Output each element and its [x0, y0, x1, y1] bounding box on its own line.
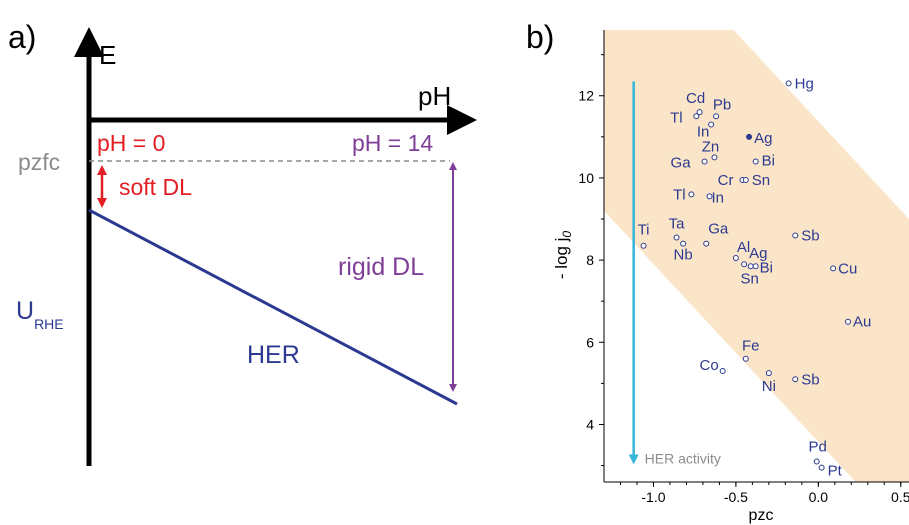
ph14-label: pH = 14 — [352, 130, 433, 156]
point-label-ag: Ag — [754, 130, 772, 147]
data-point-au — [845, 318, 851, 325]
her-label: HER — [247, 341, 300, 369]
point-label-zn: Zn — [702, 138, 720, 155]
y-tick-label: 10 — [578, 170, 594, 186]
y-tick-label: 6 — [586, 334, 594, 350]
data-point-sn — [747, 263, 754, 270]
point-label-pb: Pb — [713, 96, 731, 113]
panel-a-label: a) — [8, 19, 36, 55]
urhe-subscript: RHE — [34, 316, 64, 332]
point-label-ti: Ti — [638, 222, 650, 239]
point-label-in: In — [712, 189, 725, 206]
her-activity-label: HER activity — [645, 450, 721, 466]
panel-b-label: b) — [526, 19, 554, 55]
point-label-ag: Ag — [749, 245, 767, 262]
x-ticks: -1.0 -0.5 0.0 0.5 — [619, 482, 909, 505]
data-point-pb — [713, 113, 720, 120]
y-axis-title: - log j0 — [552, 231, 574, 280]
data-point-sb — [792, 376, 799, 383]
point-label-cr: Cr — [718, 172, 734, 189]
point-label-in: In — [697, 124, 710, 141]
point-label-tl: Tl — [673, 186, 686, 203]
point-label-ga: Ga — [671, 154, 692, 171]
point-label-ga: Ga — [708, 221, 729, 238]
data-point-fe — [742, 355, 749, 362]
point-label-pt: Pt — [828, 463, 843, 480]
data-point-tl — [693, 113, 700, 120]
ph-axis-label: pH — [418, 81, 451, 111]
point-label-sb: Sb — [801, 227, 819, 244]
panel-b: b) Hg Cd Pb Tl In Ag Zn Ga Bi Cr Sn Tl In Ti Ta Nb Ga Sb A… — [526, 19, 909, 524]
data-point-ag — [746, 133, 753, 140]
data-point-al — [732, 255, 739, 262]
x-tick-label: 0.5 — [891, 489, 909, 505]
point-label-cd: Cd — [686, 90, 705, 107]
urhe-main: U — [16, 297, 34, 325]
data-point-cu — [830, 265, 837, 272]
urhe-label: URHE — [16, 297, 64, 332]
potential-axis-label: E — [99, 40, 116, 70]
point-label-sn: Sn — [741, 270, 759, 287]
data-point-in — [706, 193, 713, 200]
point-label-nb: Nb — [674, 247, 693, 264]
point-label-al: Al — [737, 239, 750, 256]
data-point-ti — [640, 242, 647, 249]
x-tick-label: -1.0 — [641, 489, 665, 505]
point-label-pd: Pd — [808, 438, 826, 455]
y-tick-label: 8 — [586, 252, 594, 268]
point-label-hg: Hg — [795, 75, 814, 92]
data-point-bi — [752, 158, 759, 165]
point-label-fe: Fe — [742, 338, 760, 355]
point-label-sb: Sb — [801, 371, 819, 388]
data-point-pt — [818, 464, 825, 471]
y-axis-title-main: - log j — [552, 238, 571, 280]
trend-band — [604, 30, 909, 482]
data-point-hg — [785, 80, 792, 87]
her-line — [88, 208, 458, 406]
rigid-dl-label: rigid DL — [338, 253, 424, 281]
point-label-bi: Bi — [760, 259, 773, 276]
data-point-sn — [742, 176, 749, 183]
data-point-ga — [701, 158, 708, 165]
x-axis-title: pzc — [749, 507, 774, 524]
pzfc-label: pzfc — [18, 149, 60, 175]
data-point-sb — [792, 232, 799, 239]
point-label-ta: Ta — [669, 216, 686, 233]
panel-a: a) E pH pzfc pH = 0 pH = 14 soft DL HER … — [8, 19, 477, 466]
point-label-sn: Sn — [752, 172, 770, 189]
data-point-zn — [711, 154, 718, 161]
point-label-co: Co — [700, 357, 719, 374]
y-ticks: 4 6 8 10 12 — [578, 54, 604, 467]
y-axis-title-sub: 0 — [560, 231, 574, 238]
point-label-bi: Bi — [762, 152, 775, 169]
y-tick-label: 4 — [586, 416, 594, 432]
data-point-ni — [765, 370, 772, 377]
point-label-au: Au — [853, 314, 871, 331]
point-label-ni: Ni — [762, 378, 776, 395]
point-label-tl: Tl — [670, 109, 683, 126]
data-point-ag — [741, 261, 748, 268]
data-point-co — [719, 368, 726, 375]
x-tick-label: -0.5 — [724, 489, 748, 505]
x-tick-label: 0.0 — [809, 489, 829, 505]
data-point-in — [708, 121, 715, 128]
data-point-cd — [696, 109, 703, 116]
data-point-nb — [680, 240, 687, 247]
data-point-pd — [813, 458, 820, 465]
data-point-bi — [752, 263, 759, 270]
ph0-label: pH = 0 — [97, 130, 165, 156]
data-point-ta — [673, 234, 680, 241]
soft-dl-label: soft DL — [119, 174, 192, 200]
data-point-ga — [703, 240, 710, 247]
point-label-cu: Cu — [838, 260, 857, 277]
y-tick-label: 12 — [578, 88, 594, 104]
data-point-tl — [688, 191, 695, 198]
